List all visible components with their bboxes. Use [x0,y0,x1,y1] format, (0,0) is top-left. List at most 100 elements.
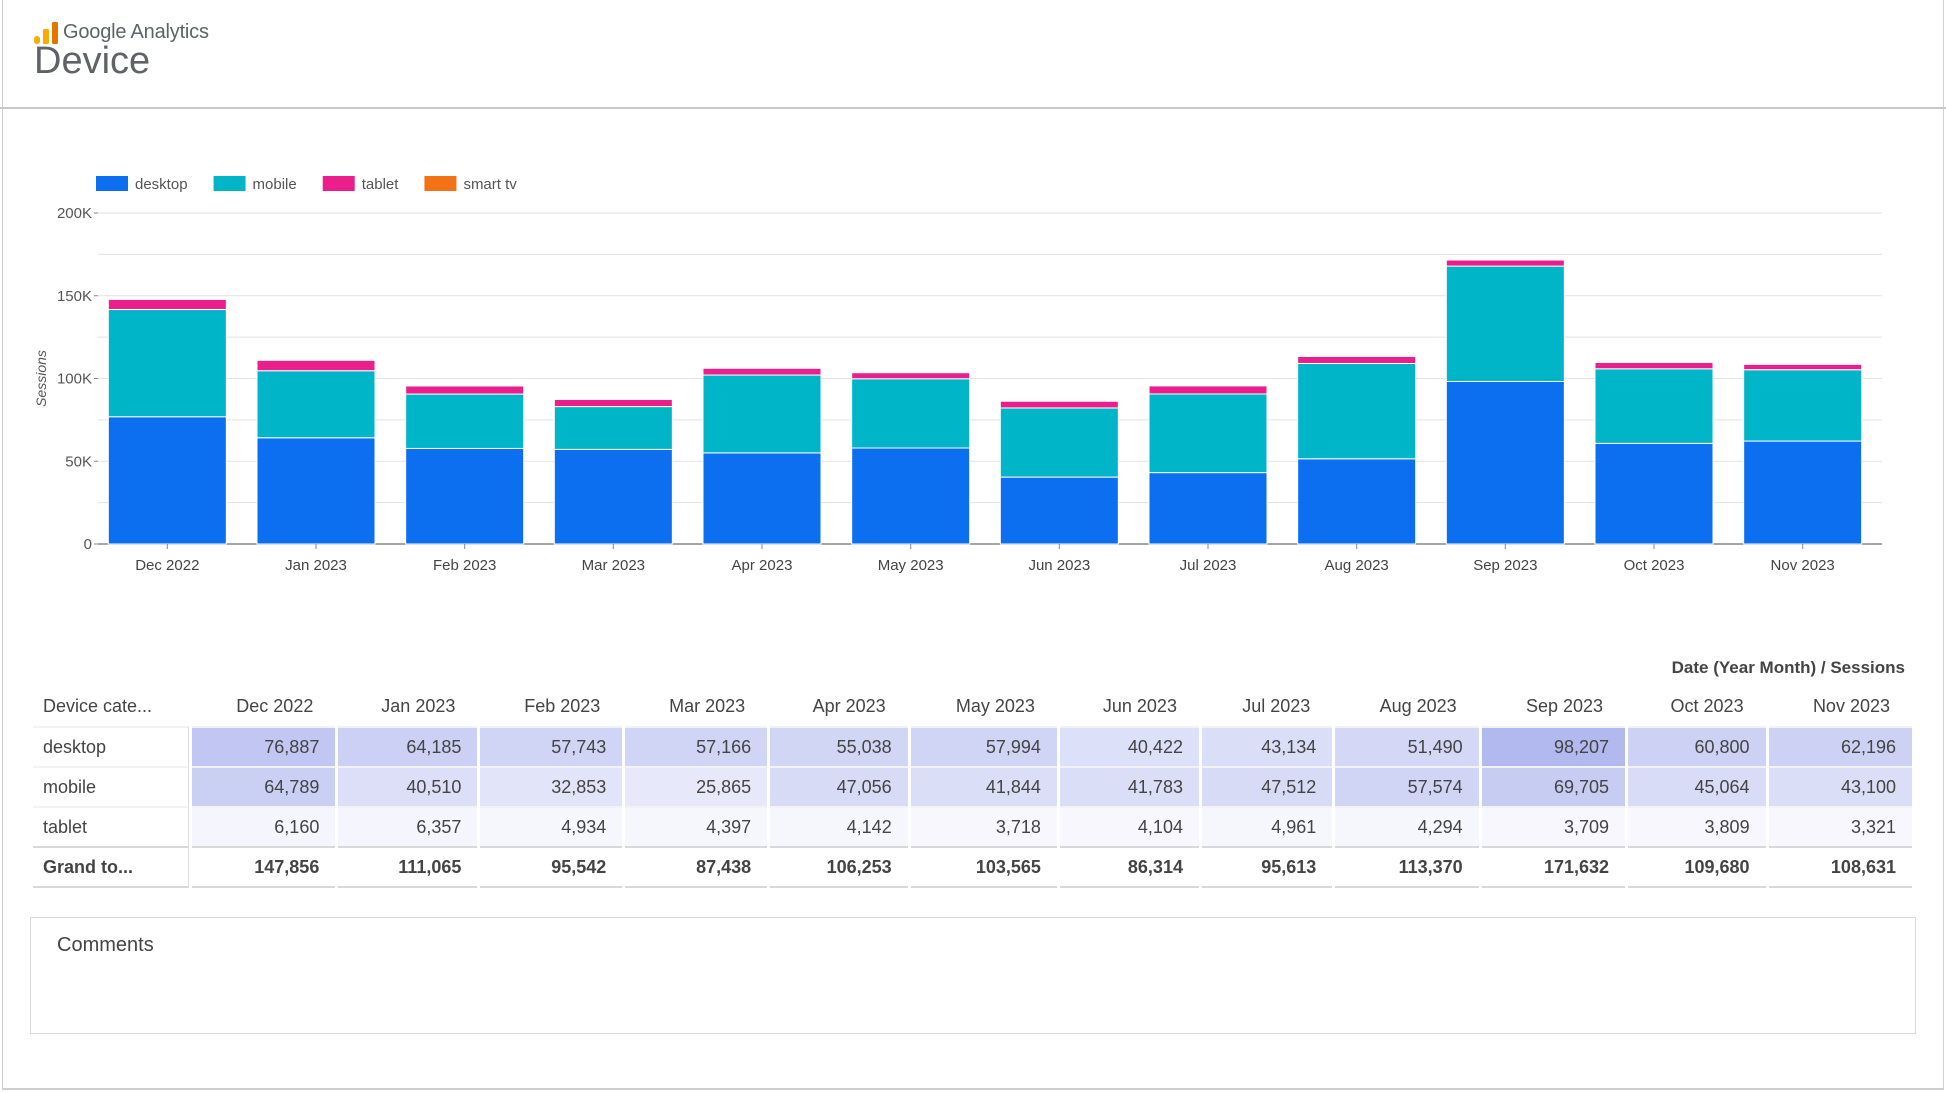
legend-swatch-mobile [213,176,246,191]
table-cell: 43,134 [1201,726,1333,766]
bar-tablet [702,367,822,376]
bar-desktop [1148,472,1268,545]
table-cell: 51,490 [1335,726,1479,766]
table-cell: 6,160 [192,806,336,846]
grand-total-cell: 95,613 [1201,846,1333,888]
grand-total-cell: 106,253 [770,846,908,888]
bar-desktop [702,452,822,545]
brand-name: Google Analytics [63,21,209,43]
table-cell: 32,853 [480,766,623,806]
legend-label: mobile [253,176,297,193]
y-tick-label: 0 [84,536,92,553]
legend-swatch-tablet [322,176,355,191]
table-cell: 64,185 [338,726,478,766]
column-header[interactable]: Mar 2023 [669,695,746,716]
bar-tablet [553,398,673,408]
bar-mobile [405,393,525,449]
bar-tablet [1148,385,1268,395]
table-cell: 64,789 [192,766,336,806]
grand-total-cell: 103,565 [910,846,1057,888]
table-cell: 3,321 [1768,806,1912,846]
bar-tablet [1445,259,1565,267]
column-header[interactable]: Jul 2023 [1242,695,1311,716]
stacked-bar-chart: 0 50K 100K 150K 200K Sessions Dec 2022 Jan 2023… [33,176,1882,574]
bar-desktop [553,448,673,545]
bar-mobile [1297,362,1417,460]
bar-mobile [851,378,971,449]
bar-tablet [1743,363,1863,371]
table-cell: 4,961 [1201,806,1333,846]
x-tick-label: Nov 2023 [1771,557,1835,574]
legend-swatch-desktop [96,176,128,191]
table-cell: 55,038 [770,726,908,766]
table-cell: 57,743 [480,726,623,766]
y-tick-label: 50K [65,453,92,470]
table-cell: 6,357 [338,806,478,846]
grand-total-cell: 108,631 [1768,846,1912,888]
x-tick-label: Feb 2023 [433,557,496,574]
table-cell: 41,844 [910,766,1057,806]
x-tick-label: Oct 2023 [1624,557,1685,574]
bar-mobile [1148,393,1268,474]
table-cell: 62,196 [1768,726,1912,766]
comments-label: Comments [57,934,154,956]
table-cell: 69,705 [1481,766,1626,806]
y-tick-label: 150K [57,288,92,305]
x-tick-label: Mar 2023 [582,557,645,574]
table-cell: 3,718 [910,806,1057,846]
google-analytics-logo-icon [34,22,58,44]
bar-tablet [256,359,376,372]
bar-desktop [851,447,971,545]
y-tick-label: 200K [57,205,92,222]
column-header[interactable]: Aug 2023 [1379,695,1457,716]
column-header[interactable]: Oct 2023 [1670,695,1744,716]
table-cell: 4,142 [770,806,908,846]
column-header[interactable]: Dec 2022 [236,695,314,716]
bar-mobile [256,370,376,439]
x-tick-label: Jul 2023 [1180,557,1237,574]
x-tick-label: Jan 2023 [285,557,347,574]
grand-total-cell: 87,438 [625,846,768,888]
bar-tablet [107,298,227,311]
table-cell: 57,994 [910,726,1057,766]
bar-mobile [1594,368,1714,444]
comments-box[interactable]: Comments [30,917,1916,1034]
bar-mobile [1445,265,1565,382]
column-header[interactable]: Jan 2023 [381,695,456,716]
column-header[interactable]: Apr 2023 [812,695,886,716]
x-tick-label: May 2023 [878,557,944,574]
table-row: tablet 6,160 6,357 4,934 4,397 4,142 3,718 4,10… [33,806,1912,846]
column-header[interactable]: Nov 2023 [1812,695,1890,716]
table-cell: 40,510 [338,766,478,806]
bar-mobile [107,309,227,418]
column-header[interactable]: Feb 2023 [524,695,601,716]
table-cell: 41,783 [1059,766,1199,806]
bar-mobile [553,406,673,450]
column-header[interactable]: Jun 2023 [1102,695,1177,716]
legend-label: desktop [135,176,188,193]
row-dimension-header[interactable]: Device cate... [43,695,153,716]
bar-desktop [256,437,376,545]
bar-desktop [1743,440,1863,545]
table-cell: 3,709 [1481,806,1626,846]
bar-mobile [999,407,1119,478]
x-tick-label: Apr 2023 [732,557,793,574]
table-cell: 25,865 [625,766,768,806]
legend-label: tablet [362,176,400,193]
sessions-by-device-chart: 0 50K 100K 150K 200K Sessions Dec 2022 Jan 2023… [0,160,1946,580]
report-header: Google Analytics Device [0,0,1946,109]
bar-desktop [107,416,227,545]
x-tick-label: Aug 2023 [1325,557,1389,574]
grand-total-cell: 171,632 [1481,846,1626,888]
grand-total-row: Grand to... 147,856 111,065 95,542 87,438 106… [33,846,1912,888]
bar-desktop [1297,458,1417,545]
bar-tablet [405,385,525,395]
table-cell: 4,294 [1335,806,1479,846]
row-label: desktop [33,726,189,766]
column-header[interactable]: Sep 2023 [1525,695,1604,716]
bar-desktop [405,447,525,545]
bar-desktop [1445,380,1565,545]
column-header[interactable]: May 2023 [955,695,1035,716]
table-cell: 57,574 [1335,766,1479,806]
